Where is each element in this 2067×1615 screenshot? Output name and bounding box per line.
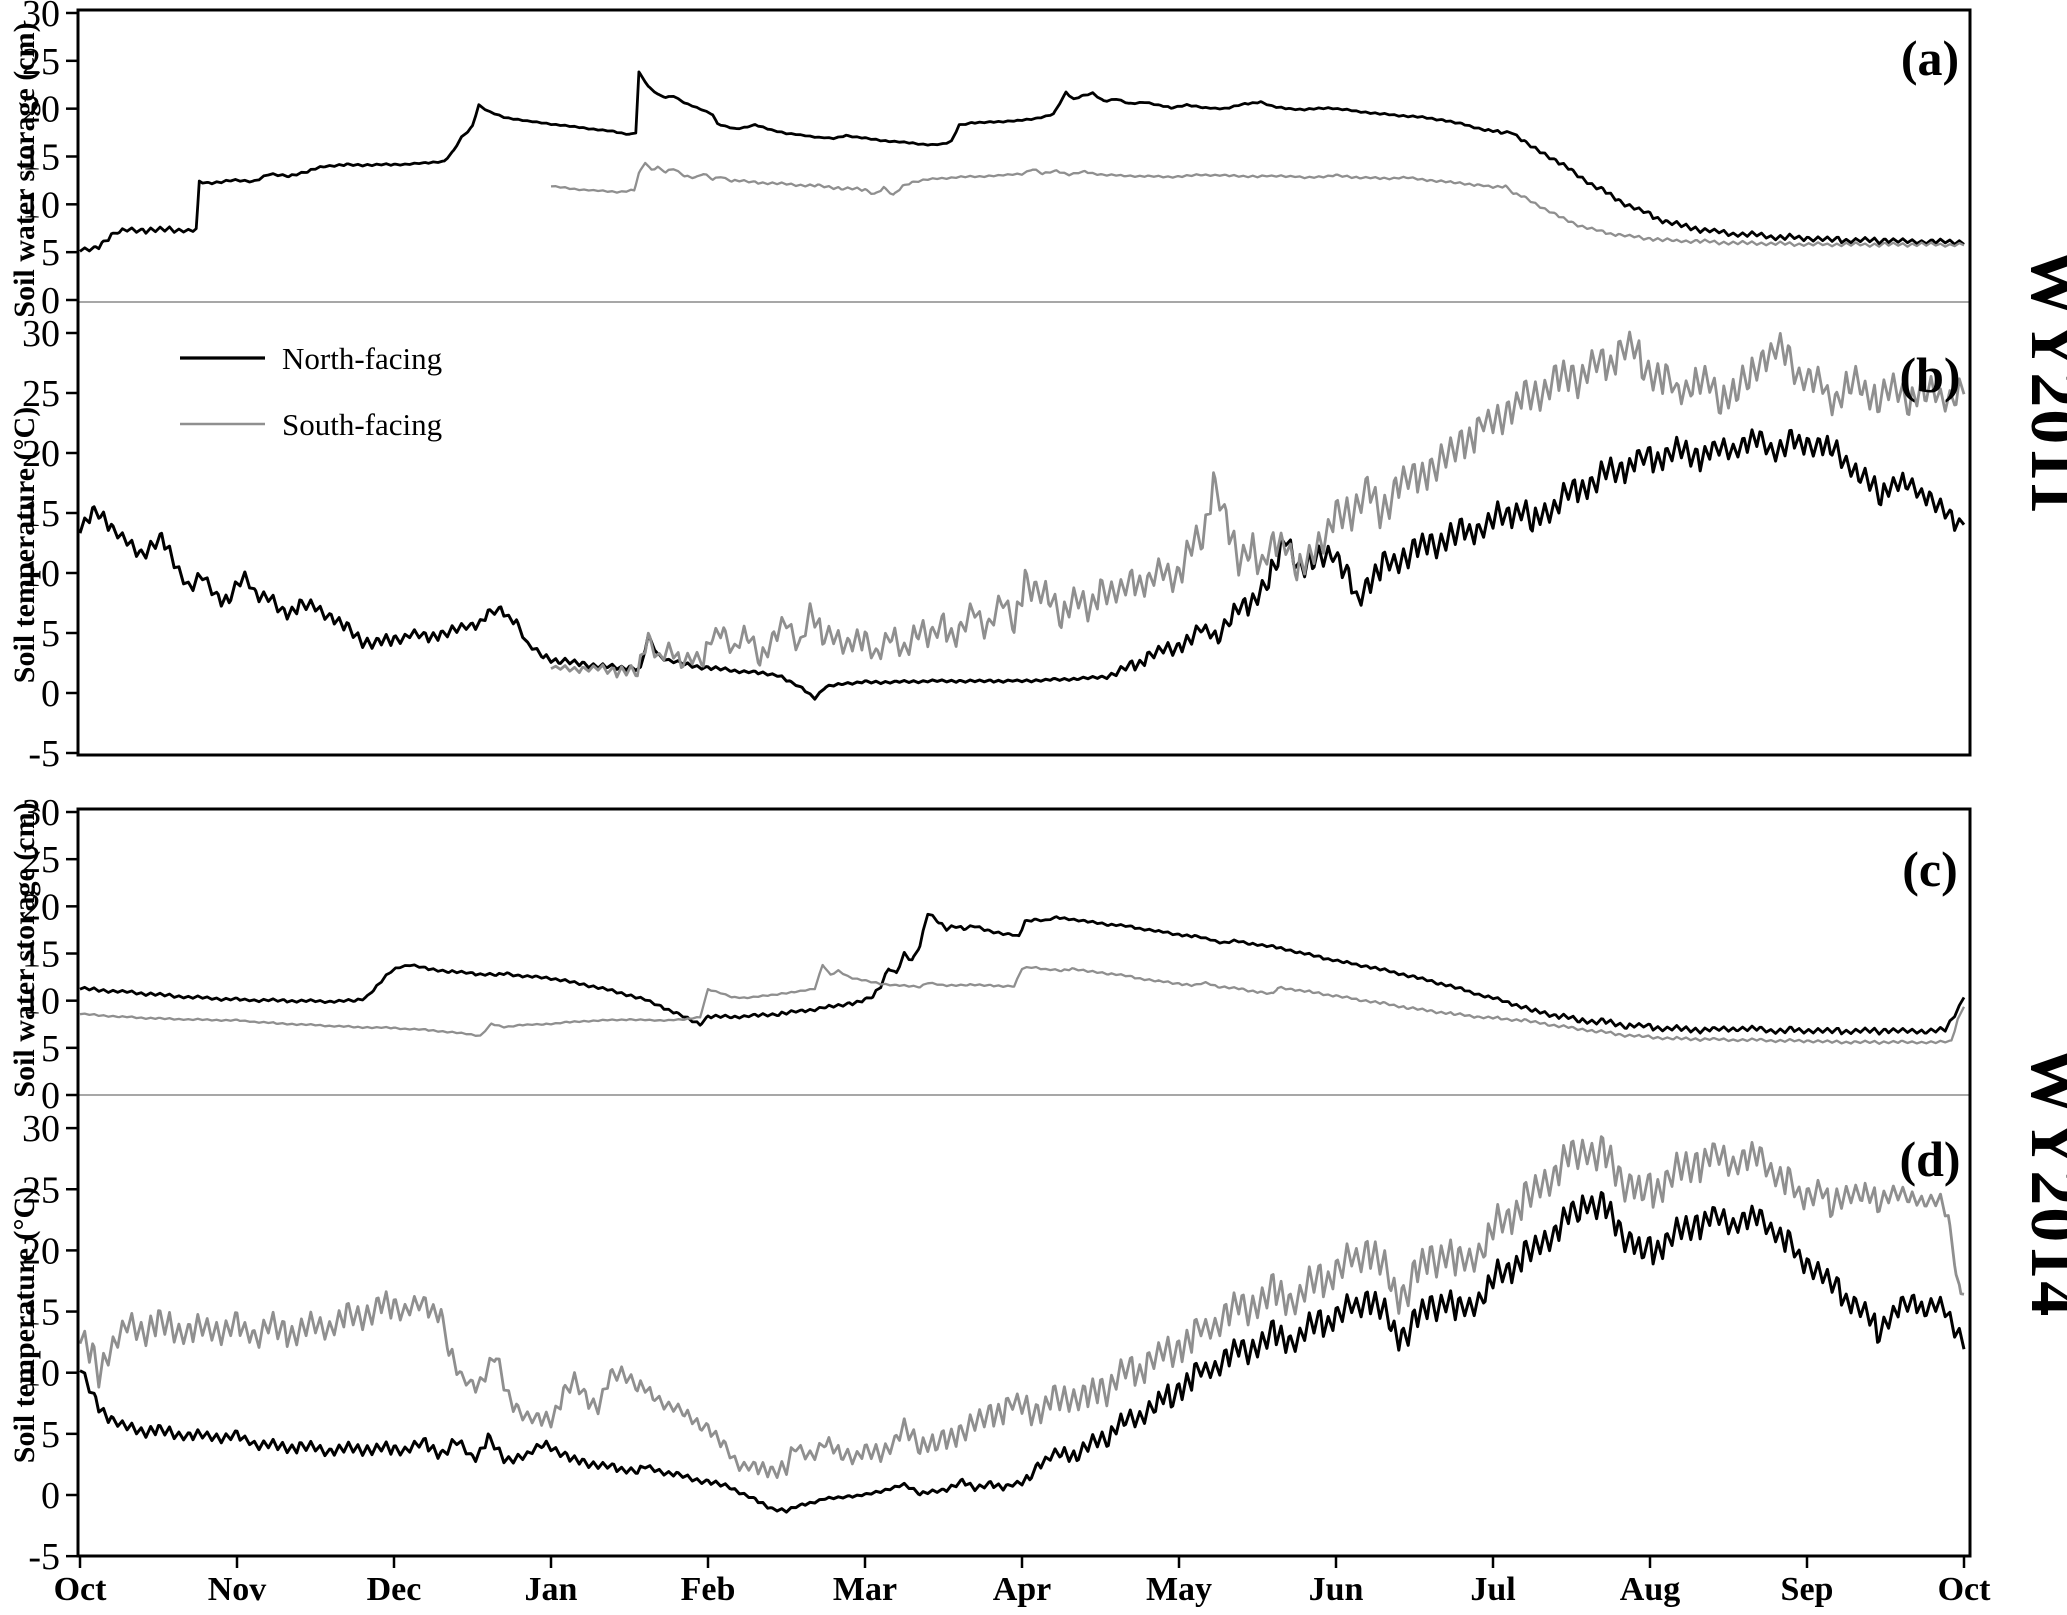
series-south-facing-d xyxy=(78,1135,1965,1479)
y-tick-label-b: 15 xyxy=(22,493,60,535)
y-tick-label-a: 30 xyxy=(22,0,60,35)
y-tick-label-c: 20 xyxy=(22,886,60,928)
panel-letter-c: (c) xyxy=(1902,841,1958,897)
legend-label-north-facing: North-facing xyxy=(282,341,442,376)
series-south-facing-c xyxy=(79,963,1966,1045)
y-tick-label-b: 30 xyxy=(22,313,60,355)
series-north-facing-c xyxy=(79,912,1966,1036)
series-south-facing-b xyxy=(550,330,1966,679)
series-north-facing-b xyxy=(78,428,1966,701)
y-tick-label-d: -5 xyxy=(28,1536,60,1578)
x-tick-label-may-7: May xyxy=(1146,1571,1212,1608)
y-tick-label-d: 20 xyxy=(22,1230,60,1272)
x-tick-label-jul-9: Jul xyxy=(1470,1571,1515,1608)
x-tick-label-oct-12: Oct xyxy=(1938,1571,1992,1608)
y-tick-label-d: 10 xyxy=(22,1353,60,1395)
y-tick-label-a: 20 xyxy=(22,89,60,131)
x-tick-label-feb-4: Feb xyxy=(681,1571,736,1608)
y-tick-label-b: 10 xyxy=(22,553,60,595)
water-year-label-wy2014: WY2014 xyxy=(2016,1046,2067,1319)
y-tick-label-c: 0 xyxy=(41,1075,60,1117)
y-tick-label-c: 30 xyxy=(22,792,60,834)
y-tick-label-d: 0 xyxy=(41,1475,60,1517)
y-tick-label-c: 15 xyxy=(22,934,60,976)
legend: North-facing South-facing xyxy=(180,341,442,442)
x-tick-label-oct-0: Oct xyxy=(54,1571,108,1608)
x-tick-label-nov-1: Nov xyxy=(208,1571,267,1608)
legend-label-south-facing: South-facing xyxy=(282,407,442,442)
y-tick-label-a: 10 xyxy=(22,184,60,226)
x-tick-label-jun-8: Jun xyxy=(1309,1571,1364,1608)
y-tick-label-b: 25 xyxy=(22,373,60,415)
x-tick-label-sep-11: Sep xyxy=(1781,1571,1834,1608)
panel-letter-a: (a) xyxy=(1901,30,1959,86)
y-tick-label-a: 0 xyxy=(41,280,60,322)
y-tick-label-d: 30 xyxy=(22,1108,60,1150)
panel-frame-ab xyxy=(76,8,1972,757)
x-tick-label-aug-10: Aug xyxy=(1620,1571,1680,1608)
y-tick-label-d: 25 xyxy=(22,1169,60,1211)
y-tick-label-b: 20 xyxy=(22,433,60,475)
y-tick-label-a: 15 xyxy=(22,136,60,178)
x-tick-label-jan-3: Jan xyxy=(525,1571,578,1608)
series-north-facing-a xyxy=(79,70,1965,253)
x-tick-label-apr-6: Apr xyxy=(993,1571,1052,1608)
y-tick-label-a: 5 xyxy=(41,232,60,274)
series-south-facing-a xyxy=(550,161,1965,248)
y-tick-label-c: 5 xyxy=(41,1028,60,1070)
series-north-facing-d xyxy=(79,1191,1966,1514)
x-tick-label-dec-2: Dec xyxy=(367,1571,422,1608)
panel-b: -5 0 5 10 15 20 25 30 Soil temperature (°C) (b) xyxy=(8,313,1966,775)
y-tick-label-b: 0 xyxy=(41,673,60,715)
y-tick-label-c: 10 xyxy=(22,981,60,1023)
panel-letter-b: (b) xyxy=(1899,347,1960,403)
panel-d: -5 0 5 10 15 20 25 30 Soil temperature (°C) (d) xyxy=(8,1108,1966,1578)
x-tick-label-mar-5: Mar xyxy=(833,1571,897,1608)
panel-letter-d: (d) xyxy=(1899,1131,1960,1187)
y-tick-label-c: 25 xyxy=(22,839,60,881)
water-year-label-wy2011: WY2011 xyxy=(2016,248,2067,517)
y-axis-title-a: Soil water storage (cm) xyxy=(8,22,41,317)
y-tick-label-d: 15 xyxy=(22,1292,60,1334)
y-axis-title-d: Soil temperature (°C) xyxy=(8,1187,41,1463)
y-tick-label-b: 5 xyxy=(41,613,60,655)
y-axis-title-b: Soil temperature (°C) xyxy=(8,407,41,683)
y-axis-title-c: Soil water storage (cm) xyxy=(8,802,41,1097)
y-tick-label-d: 5 xyxy=(41,1414,60,1456)
panel-frame-cd xyxy=(76,807,1972,1558)
y-tick-label-b: -5 xyxy=(28,733,60,775)
y-tick-label-a: 25 xyxy=(22,41,60,83)
